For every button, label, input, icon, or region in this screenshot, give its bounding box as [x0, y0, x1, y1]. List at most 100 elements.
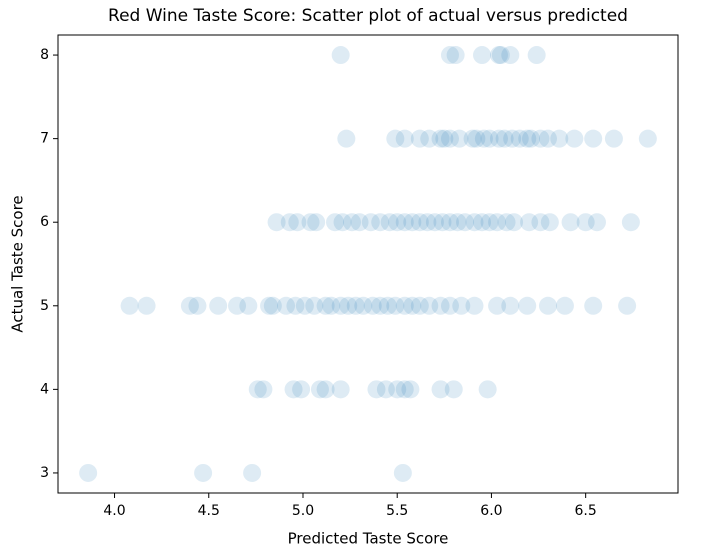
- point: [371, 296, 390, 315]
- point: [354, 296, 373, 315]
- point: [371, 213, 390, 232]
- point: [456, 213, 475, 232]
- point: [440, 296, 459, 315]
- point: [326, 213, 345, 232]
- y-tick-label: 4: [40, 381, 49, 397]
- point: [346, 296, 365, 315]
- point: [501, 296, 520, 315]
- point: [505, 213, 524, 232]
- point: [495, 129, 514, 148]
- point: [465, 213, 484, 232]
- y-tick-label: 3: [40, 465, 49, 481]
- point: [248, 380, 267, 399]
- point: [531, 213, 550, 232]
- point: [474, 129, 493, 148]
- point: [638, 129, 657, 148]
- point: [388, 380, 407, 399]
- point: [440, 46, 459, 65]
- point: [584, 129, 603, 148]
- point: [331, 380, 350, 399]
- point: [420, 296, 439, 315]
- point: [561, 213, 580, 232]
- point: [331, 296, 350, 315]
- point: [295, 296, 314, 315]
- point: [316, 380, 335, 399]
- point: [538, 296, 557, 315]
- point: [420, 129, 439, 148]
- point: [488, 213, 507, 232]
- point: [501, 46, 520, 65]
- y-tick-label: 5: [40, 298, 49, 314]
- point: [520, 213, 539, 232]
- point: [188, 296, 207, 315]
- point: [331, 46, 350, 65]
- point: [450, 129, 469, 148]
- point: [280, 213, 299, 232]
- point: [337, 129, 356, 148]
- point: [410, 296, 429, 315]
- point: [305, 296, 324, 315]
- y-tick-label: 6: [40, 214, 49, 230]
- point: [522, 129, 541, 148]
- point: [584, 296, 603, 315]
- point: [510, 129, 529, 148]
- x-tick-label: 5.5: [386, 503, 408, 519]
- point: [452, 296, 471, 315]
- point: [393, 463, 412, 482]
- point: [376, 380, 395, 399]
- point: [440, 213, 459, 232]
- point: [431, 380, 450, 399]
- point: [395, 213, 414, 232]
- point: [497, 213, 516, 232]
- point: [333, 213, 352, 232]
- point: [550, 129, 569, 148]
- point: [350, 213, 369, 232]
- point: [254, 380, 273, 399]
- point: [339, 296, 358, 315]
- point: [209, 296, 228, 315]
- point: [480, 129, 499, 148]
- point: [378, 296, 397, 315]
- point: [380, 213, 399, 232]
- point: [518, 129, 537, 148]
- point: [518, 296, 537, 315]
- point: [431, 129, 450, 148]
- point: [267, 213, 286, 232]
- point: [194, 463, 213, 482]
- point: [463, 129, 482, 148]
- point: [621, 213, 640, 232]
- point: [480, 213, 499, 232]
- point: [367, 380, 386, 399]
- point: [292, 380, 311, 399]
- point: [433, 213, 452, 232]
- x-tick-label: 5.0: [292, 503, 314, 519]
- point: [260, 296, 279, 315]
- point: [478, 380, 497, 399]
- point: [316, 296, 335, 315]
- point: [180, 296, 199, 315]
- point: [473, 46, 492, 65]
- chart-title: Red Wine Taste Score: Scatter plot of ac…: [108, 6, 628, 26]
- point: [446, 46, 465, 65]
- point: [403, 213, 422, 232]
- point: [431, 296, 450, 315]
- y-axis-label: Actual Taste Score: [9, 195, 27, 332]
- point: [489, 46, 508, 65]
- point: [386, 296, 405, 315]
- point: [79, 463, 98, 482]
- point: [301, 213, 320, 232]
- x-tick-label: 6.5: [575, 503, 597, 519]
- point: [489, 129, 508, 148]
- point: [137, 296, 156, 315]
- point: [531, 129, 550, 148]
- x-tick-label: 6.0: [480, 503, 502, 519]
- point: [363, 296, 382, 315]
- point: [342, 213, 361, 232]
- point: [388, 213, 407, 232]
- point: [527, 46, 546, 65]
- point: [503, 129, 522, 148]
- point: [410, 129, 429, 148]
- point: [288, 213, 307, 232]
- point: [418, 213, 437, 232]
- point: [555, 296, 574, 315]
